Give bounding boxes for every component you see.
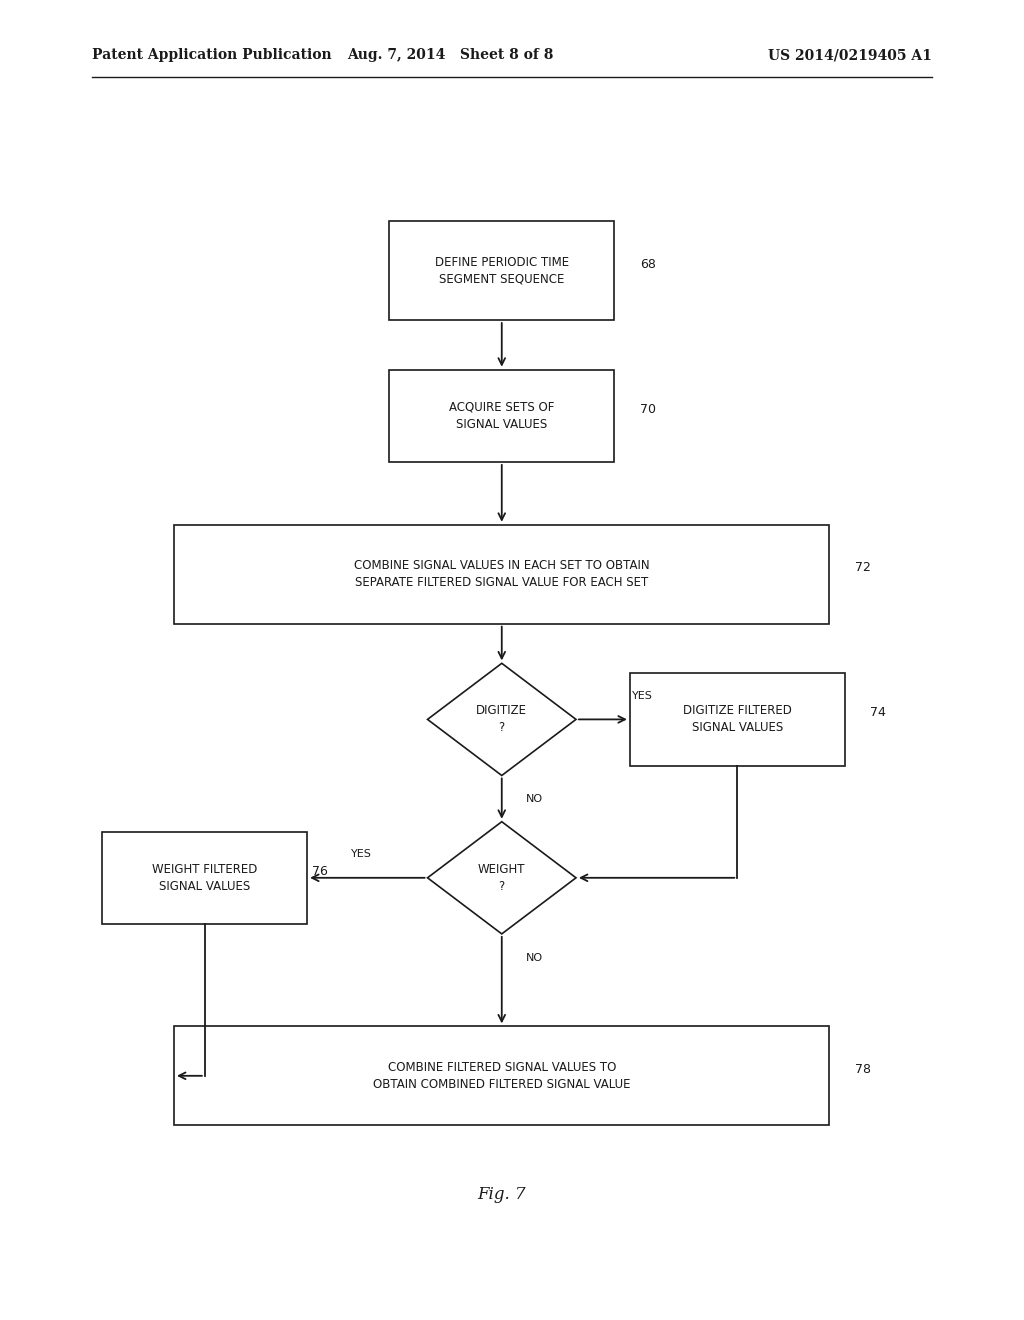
Text: DIGITIZE FILTERED
SIGNAL VALUES: DIGITIZE FILTERED SIGNAL VALUES xyxy=(683,705,792,734)
FancyBboxPatch shape xyxy=(630,673,845,766)
Text: WEIGHT FILTERED
SIGNAL VALUES: WEIGHT FILTERED SIGNAL VALUES xyxy=(153,863,257,892)
Text: YES: YES xyxy=(350,849,372,859)
Text: US 2014/0219405 A1: US 2014/0219405 A1 xyxy=(768,49,932,62)
Text: 74: 74 xyxy=(870,706,887,719)
Text: NO: NO xyxy=(526,795,543,804)
Text: ACQUIRE SETS OF
SIGNAL VALUES: ACQUIRE SETS OF SIGNAL VALUES xyxy=(450,401,554,430)
Text: 76: 76 xyxy=(312,865,329,878)
Text: NO: NO xyxy=(526,953,543,962)
FancyBboxPatch shape xyxy=(389,370,614,462)
Text: Aug. 7, 2014   Sheet 8 of 8: Aug. 7, 2014 Sheet 8 of 8 xyxy=(347,49,554,62)
FancyBboxPatch shape xyxy=(389,220,614,319)
Text: DEFINE PERIODIC TIME
SEGMENT SEQUENCE: DEFINE PERIODIC TIME SEGMENT SEQUENCE xyxy=(435,256,568,285)
Text: DIGITIZE
?: DIGITIZE ? xyxy=(476,705,527,734)
Polygon shape xyxy=(428,821,575,935)
Text: 78: 78 xyxy=(855,1063,871,1076)
Text: 70: 70 xyxy=(640,403,656,416)
Text: Fig. 7: Fig. 7 xyxy=(477,1187,526,1203)
Text: 68: 68 xyxy=(640,257,656,271)
Text: WEIGHT
?: WEIGHT ? xyxy=(478,863,525,892)
Text: Patent Application Publication: Patent Application Publication xyxy=(92,49,332,62)
FancyBboxPatch shape xyxy=(174,525,829,624)
FancyBboxPatch shape xyxy=(174,1027,829,1125)
Text: COMBINE SIGNAL VALUES IN EACH SET TO OBTAIN
SEPARATE FILTERED SIGNAL VALUE FOR E: COMBINE SIGNAL VALUES IN EACH SET TO OBT… xyxy=(354,560,649,589)
Text: COMBINE FILTERED SIGNAL VALUES TO
OBTAIN COMBINED FILTERED SIGNAL VALUE: COMBINE FILTERED SIGNAL VALUES TO OBTAIN… xyxy=(373,1061,631,1090)
Polygon shape xyxy=(428,663,575,776)
Text: YES: YES xyxy=(632,690,653,701)
Text: 72: 72 xyxy=(855,561,871,574)
FancyBboxPatch shape xyxy=(102,832,307,924)
